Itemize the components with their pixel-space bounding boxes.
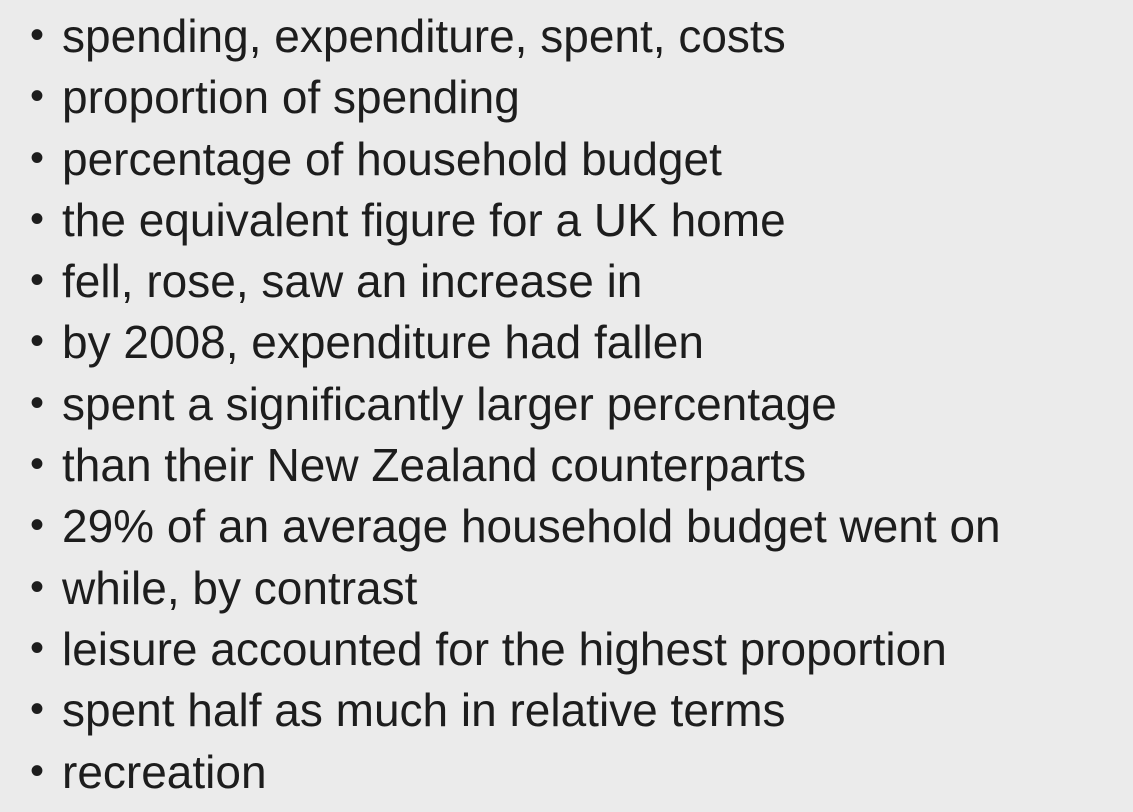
bullet-icon: •: [30, 442, 45, 487]
phrase-text: by 2008, expenditure had fallen: [62, 316, 704, 369]
bullet-icon: •: [30, 380, 45, 425]
bullet-icon: •: [30, 564, 45, 609]
list-item: • than their New Zealand counterparts: [0, 435, 1133, 496]
phrase-text: 29% of an average household budget went …: [62, 500, 1001, 553]
bullet-icon: •: [30, 13, 45, 57]
bullet-icon: •: [30, 503, 45, 548]
list-item: • proportion of spending: [0, 67, 1133, 128]
bullet-icon: •: [30, 135, 45, 180]
list-item: • 29% of an average household budget went…: [0, 496, 1133, 557]
bullet-icon: •: [30, 196, 45, 241]
phrase-text: spending, expenditure, spent, costs: [62, 10, 786, 62]
list-item: • leisure accounted for the highest propo…: [0, 619, 1133, 680]
list-item: • percentage of household budget: [0, 129, 1133, 190]
list-item: • the equivalent figure for a UK home: [0, 190, 1133, 251]
phrase-text: while, by contrast: [62, 561, 418, 614]
phrase-text: percentage of household budget: [62, 132, 722, 185]
bullet-icon: •: [30, 319, 45, 364]
phrase-text: the equivalent figure for a UK home: [62, 193, 786, 246]
list-item: • while, by contrast: [0, 558, 1133, 619]
list-item: • recreation: [0, 742, 1133, 803]
list-item: • by 2008, expenditure had fallen: [0, 312, 1133, 373]
phrase-text: proportion of spending: [62, 71, 520, 124]
bullet-icon: •: [30, 625, 45, 670]
bullet-icon: •: [30, 687, 45, 732]
phrase-text: fell, rose, saw an increase in: [62, 255, 643, 308]
phrase-text: leisure accounted for the highest propor…: [62, 622, 947, 675]
bullet-icon: •: [30, 74, 45, 119]
bullet-icon: •: [30, 258, 45, 303]
bullet-icon: •: [30, 748, 45, 793]
list-item: • spending, expenditure, spent, costs: [0, 6, 1133, 67]
phrase-text: recreation: [62, 745, 267, 798]
list-item: • fell, rose, saw an increase in: [0, 251, 1133, 312]
phrase-text: spent a significantly larger percentage: [62, 377, 837, 430]
phrase-text: than their New Zealand counterparts: [62, 439, 807, 492]
phrase-text: spent half as much in relative terms: [62, 684, 786, 737]
list-item: • spent half as much in relative terms: [0, 680, 1133, 741]
list-item: • spent a significantly larger percentage: [0, 374, 1133, 435]
